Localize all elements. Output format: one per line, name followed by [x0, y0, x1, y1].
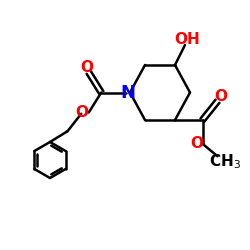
Text: O: O [190, 136, 203, 151]
Text: O: O [75, 105, 88, 120]
Text: OH: OH [174, 32, 200, 48]
Text: O: O [214, 89, 227, 104]
Text: CH$_3$: CH$_3$ [209, 152, 241, 171]
Text: O: O [80, 60, 93, 74]
Text: N: N [121, 84, 136, 102]
